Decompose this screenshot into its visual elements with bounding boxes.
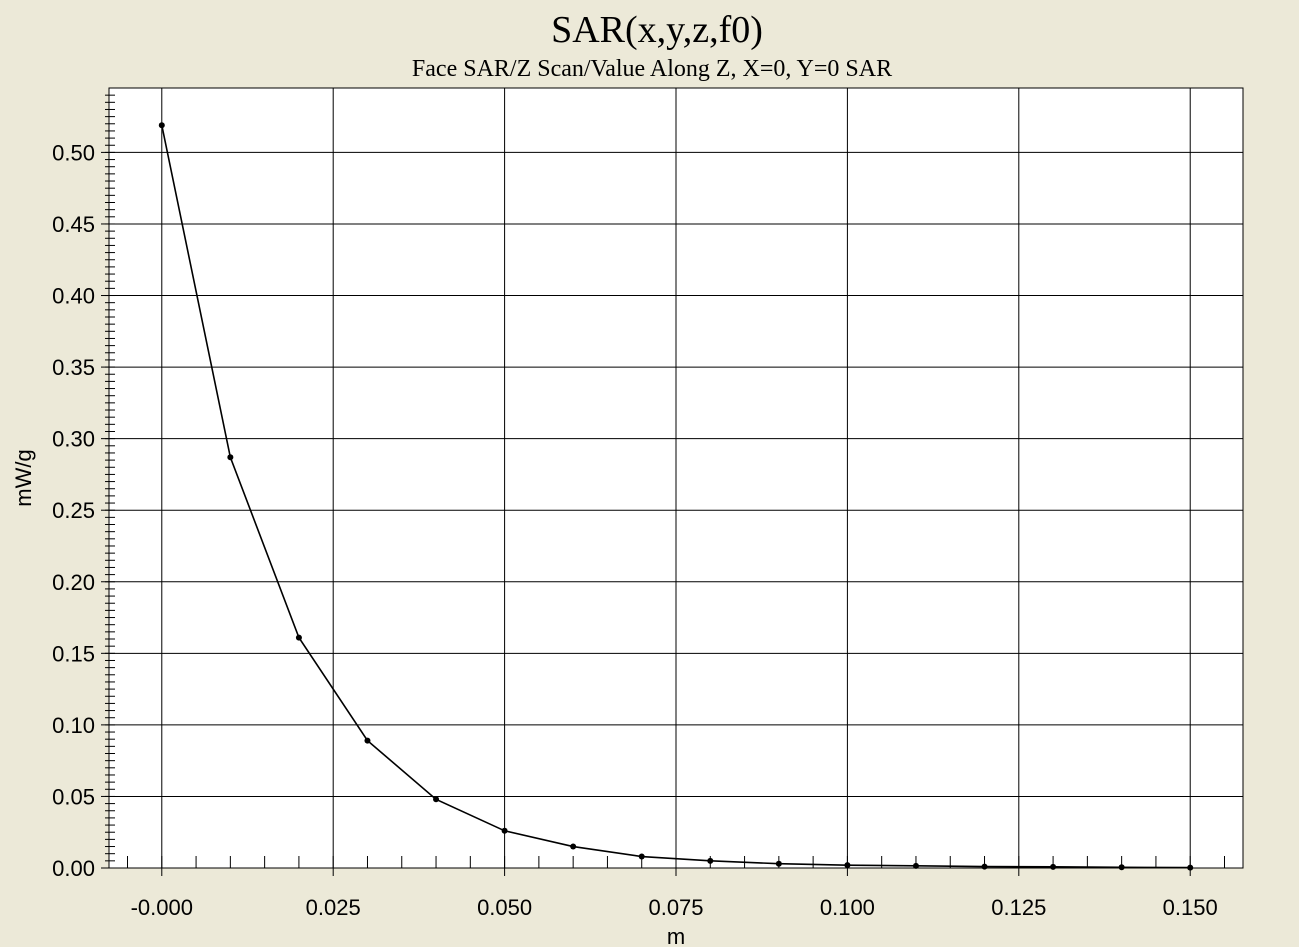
data-point: [1187, 864, 1194, 871]
data-point: [775, 860, 782, 867]
data-point: [158, 122, 165, 129]
data-point: [638, 853, 645, 860]
x-axis-label: m: [667, 924, 685, 947]
data-point: [433, 796, 440, 803]
y-tick-label: 0.45: [52, 212, 95, 237]
data-point: [364, 737, 371, 744]
y-tick-label: 0.10: [52, 713, 95, 738]
x-tick-label: -0.000: [131, 895, 193, 920]
x-tick-label: 0.100: [820, 895, 875, 920]
y-tick-label: 0.35: [52, 355, 95, 380]
grid-lines: [109, 88, 1243, 868]
x-tick-label: 0.075: [648, 895, 703, 920]
x-tick-labels: -0.000 0.025 0.050 0.075 0.100 0.125 0.150: [131, 895, 1218, 920]
series-sar: [158, 122, 1194, 871]
data-point: [912, 862, 919, 869]
y-tick-label: 0.40: [52, 284, 95, 309]
data-point: [1118, 864, 1125, 871]
data-point: [844, 862, 851, 869]
series-line: [161, 125, 1191, 869]
data-point: [501, 827, 508, 834]
y-tick-label: 0.15: [52, 641, 95, 666]
y-tick-labels: 0.00 0.05 0.10 0.15 0.20 0.25 0.30 0.35 0.40 0.45…: [52, 140, 95, 881]
minor-ticks: [101, 94, 1225, 876]
chart-title: SAR(x,y,z,f0): [551, 9, 763, 51]
data-point: [570, 843, 577, 850]
data-point: [1050, 863, 1057, 870]
y-tick-label: 0.25: [52, 498, 95, 523]
data-point: [707, 857, 714, 864]
y-axis-label: mW/g: [11, 449, 36, 506]
y-tick-label: 0.05: [52, 784, 95, 809]
data-point: [981, 863, 988, 870]
data-point: [295, 634, 302, 641]
chart-subtitle: Face SAR/Z Scan/Value Along Z, X=0, Y=0 …: [412, 56, 892, 82]
x-tick-label: 0.150: [1163, 895, 1218, 920]
x-tick-label: 0.050: [477, 895, 532, 920]
y-tick-label: 0.50: [52, 140, 95, 165]
y-tick-label: 0.20: [52, 570, 95, 595]
y-tick-label: 0.00: [52, 856, 95, 881]
data-point: [227, 454, 234, 461]
y-tick-label: 0.30: [52, 427, 95, 452]
x-tick-label: 0.025: [306, 895, 361, 920]
x-tick-label: 0.125: [991, 895, 1046, 920]
